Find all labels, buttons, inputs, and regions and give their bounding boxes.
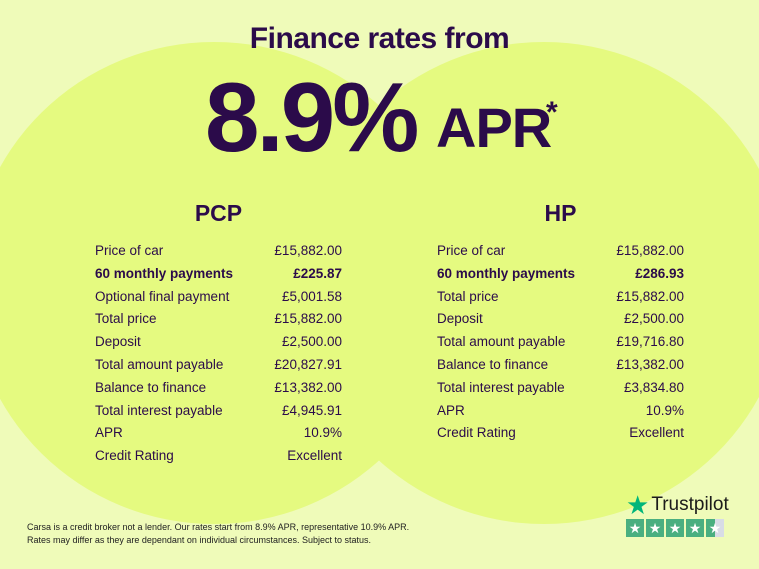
table-row: Optional final payment £5,001.58 bbox=[95, 286, 342, 309]
table-row: Price of car £15,882.00 bbox=[437, 240, 684, 263]
table-row: Deposit £2,500.00 bbox=[437, 308, 684, 331]
row-label: 60 monthly payments bbox=[95, 265, 234, 281]
table-row: Balance to finance £13,382.00 bbox=[437, 354, 684, 377]
row-value: £3,834.80 bbox=[623, 379, 684, 395]
table-row: Credit Rating Excellent bbox=[437, 422, 684, 445]
table-row: Total price £15,882.00 bbox=[437, 286, 684, 309]
row-label: Deposit bbox=[437, 311, 483, 327]
row-label: Deposit bbox=[95, 334, 141, 350]
disclaimer-line-2: Rates may differ as they are dependant o… bbox=[27, 535, 372, 545]
star-icon: ★ bbox=[626, 490, 650, 520]
row-label: Total amount payable bbox=[95, 356, 224, 372]
table-row: Total amount payable £19,716.80 bbox=[437, 331, 684, 354]
row-label: Total amount payable bbox=[437, 334, 566, 350]
row-value: £286.93 bbox=[635, 265, 684, 281]
row-label: Total interest payable bbox=[437, 379, 565, 395]
hp-heading: HP bbox=[544, 200, 577, 226]
rating-star-icon: ★ bbox=[646, 519, 664, 537]
row-value: £4,945.91 bbox=[281, 402, 342, 418]
trustpilot-rating: ★ ★ ★ ★ ★ bbox=[626, 519, 729, 537]
rating-star-icon: ★ bbox=[686, 519, 704, 537]
rate-suffix: APR bbox=[436, 96, 552, 159]
row-value: Excellent bbox=[287, 448, 342, 464]
rating-star-icon: ★ bbox=[706, 519, 724, 537]
table-row: APR 10.9% bbox=[95, 422, 342, 445]
row-value: £13,382.00 bbox=[616, 356, 684, 372]
row-label: Optional final payment bbox=[95, 288, 230, 304]
row-label: Total price bbox=[437, 288, 499, 304]
row-value: 10.9% bbox=[645, 402, 684, 418]
rating-star-icon: ★ bbox=[626, 519, 644, 537]
row-label: APR bbox=[95, 425, 123, 441]
table-row: Deposit £2,500.00 bbox=[95, 331, 342, 354]
row-value: £15,882.00 bbox=[616, 243, 684, 258]
pcp-heading: PCP bbox=[194, 200, 243, 226]
row-value: £225.87 bbox=[293, 265, 342, 281]
table-row: 60 monthly payments £225.87 bbox=[95, 263, 342, 286]
table-row: Total interest payable £4,945.91 bbox=[95, 400, 342, 423]
background-circle-right bbox=[300, 42, 759, 524]
table-row: Total price £15,882.00 bbox=[95, 308, 342, 331]
row-value: £15,882.00 bbox=[274, 243, 342, 258]
row-label: Price of car bbox=[95, 243, 164, 258]
row-value: £5,001.58 bbox=[281, 288, 342, 304]
table-row: 60 monthly payments £286.93 bbox=[437, 263, 684, 286]
row-label: Balance to finance bbox=[95, 379, 207, 395]
row-label: Price of car bbox=[437, 243, 506, 258]
hp-table: HP Price of car £15,882.00 60 monthly paym… bbox=[437, 200, 684, 445]
row-value: £20,827.91 bbox=[274, 356, 342, 372]
row-label: Credit Rating bbox=[95, 448, 174, 464]
trustpilot-logo: ★ Trustpilot bbox=[626, 490, 729, 520]
trustpilot-badge[interactable]: ★ Trustpilot ★ ★ ★ ★ ★ bbox=[626, 490, 729, 537]
asterisk: * bbox=[546, 96, 558, 129]
table-row: Price of car £15,882.00 bbox=[95, 240, 342, 263]
row-value: £19,716.80 bbox=[616, 334, 684, 350]
row-label: Credit Rating bbox=[437, 425, 516, 441]
rating-star-icon: ★ bbox=[666, 519, 684, 537]
row-label: 60 monthly payments bbox=[437, 265, 576, 281]
row-value: £2,500.00 bbox=[623, 311, 684, 327]
row-value: £13,382.00 bbox=[274, 379, 342, 395]
row-value: £15,882.00 bbox=[616, 288, 684, 304]
trustpilot-name: Trustpilot bbox=[651, 494, 729, 515]
table-row: APR 10.9% bbox=[437, 400, 684, 423]
disclaimer: Carsa is a credit broker not a lender. O… bbox=[27, 521, 409, 547]
table-row: Credit Rating Excellent bbox=[95, 445, 342, 468]
row-label: Total price bbox=[95, 311, 157, 327]
rate-value: 8.9% bbox=[205, 62, 419, 172]
row-label: Balance to finance bbox=[437, 356, 549, 372]
headline: Finance rates from bbox=[249, 22, 510, 55]
disclaimer-line-1: Carsa is a credit broker not a lender. O… bbox=[27, 522, 410, 532]
table-row: Total amount payable £20,827.91 bbox=[95, 354, 342, 377]
table-row: Total interest payable £3,834.80 bbox=[437, 377, 684, 400]
row-label: APR bbox=[437, 402, 465, 418]
row-value: Excellent bbox=[629, 425, 684, 441]
row-label: Total interest payable bbox=[95, 402, 223, 418]
pcp-table: PCP Price of car £15,882.00 60 monthly pay… bbox=[95, 200, 342, 468]
row-value: £15,882.00 bbox=[274, 311, 342, 327]
table-row: Balance to finance £13,382.00 bbox=[95, 377, 342, 400]
row-value: £2,500.00 bbox=[281, 334, 342, 350]
row-value: 10.9% bbox=[303, 425, 342, 441]
